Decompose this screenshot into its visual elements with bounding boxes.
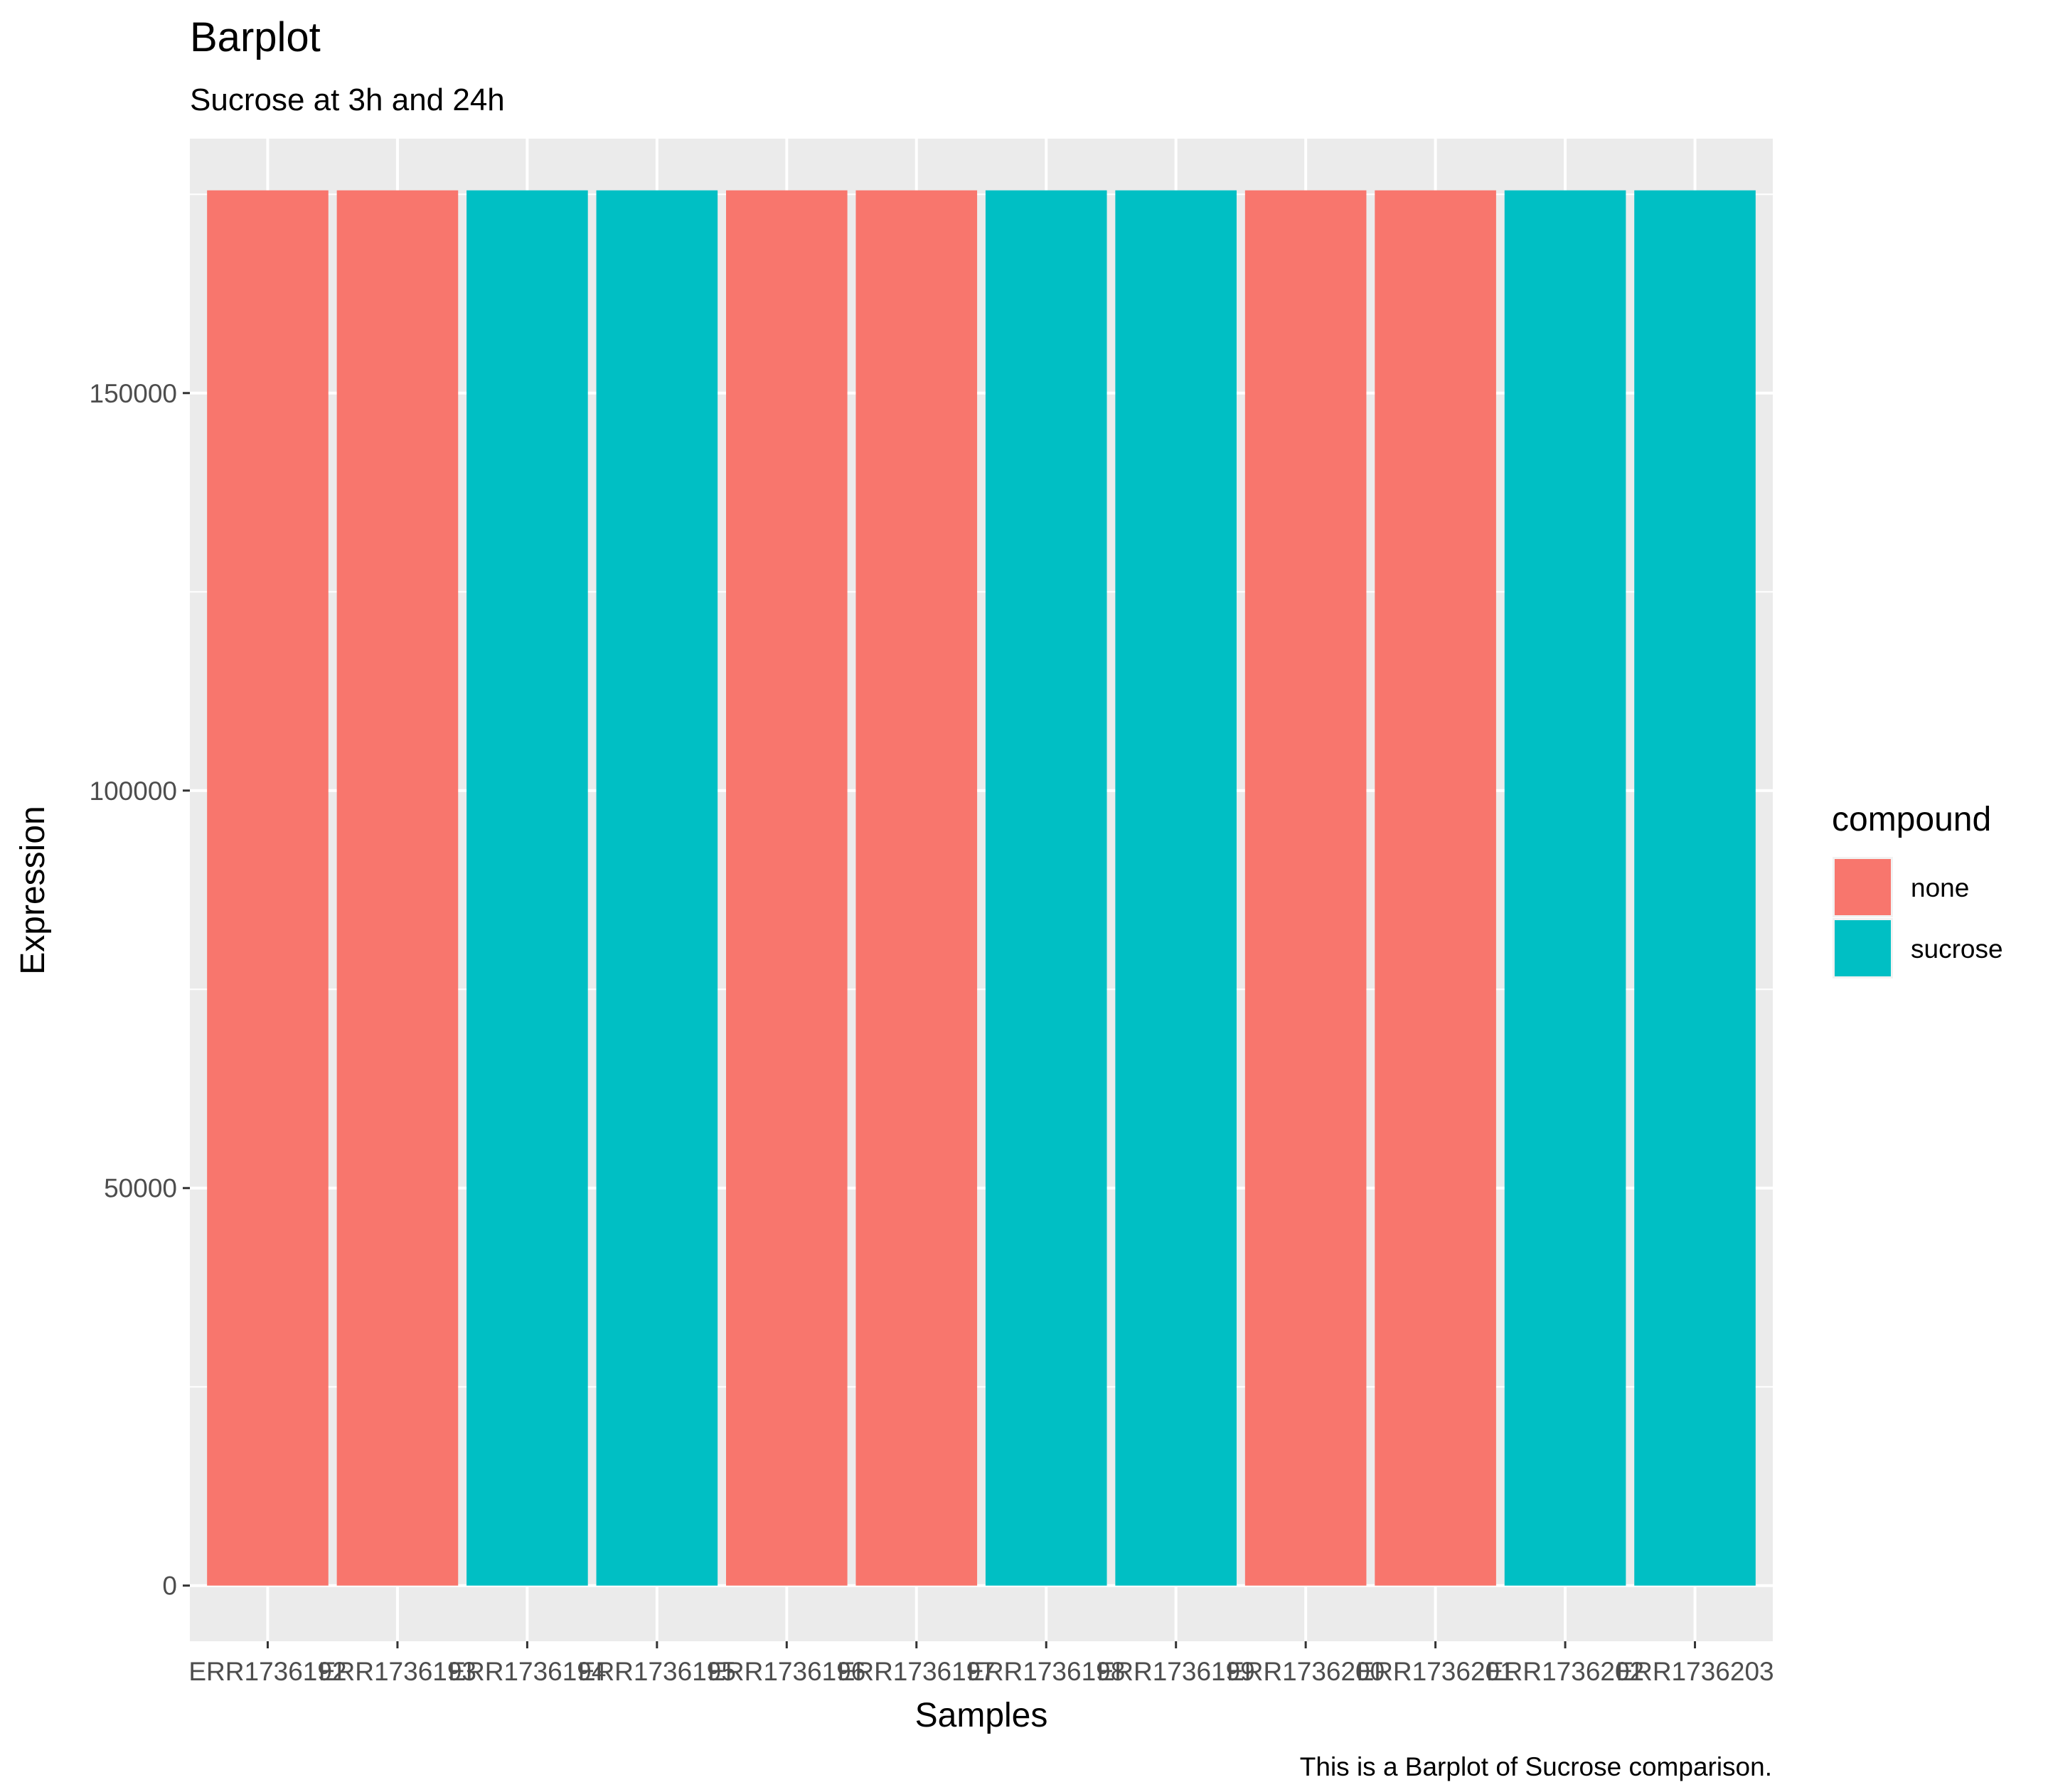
x-tick-label: ERR1736201 <box>1357 1657 1515 1686</box>
legend-title: compound <box>1832 801 1991 838</box>
x-tick-label: ERR1736200 <box>1227 1657 1385 1686</box>
bar <box>1504 190 1626 1586</box>
bar <box>1375 190 1496 1586</box>
bar <box>1634 190 1756 1586</box>
x-tick-label: ERR1736203 <box>1616 1657 1774 1686</box>
x-tick-label: ERR1736192 <box>188 1657 346 1686</box>
chart-subtitle: Sucrose at 3h and 24h <box>190 82 505 117</box>
x-tick-label: ERR1736197 <box>838 1657 996 1686</box>
bars <box>207 190 1756 1586</box>
x-axis-title: Samples <box>915 1697 1048 1734</box>
legend-label-sucrose: sucrose <box>1911 934 2003 964</box>
bar <box>726 190 848 1586</box>
x-tick-label: ERR1736194 <box>448 1657 606 1686</box>
x-tick-label: ERR1736198 <box>967 1657 1125 1686</box>
legend-key-sucrose <box>1835 920 1891 976</box>
x-tick-label: ERR1736196 <box>708 1657 865 1686</box>
y-tick-label: 0 <box>162 1572 177 1601</box>
y-tick-label: 100000 <box>90 777 177 806</box>
bar <box>1244 190 1367 1586</box>
legend-key-none <box>1835 859 1891 915</box>
bar <box>596 190 718 1586</box>
legend-label-none: none <box>1911 873 1969 902</box>
x-axis: ERR1736192ERR1736193ERR1736194ERR1736195… <box>188 1641 1774 1686</box>
legend: compound none sucrose <box>1832 801 2003 978</box>
bar <box>207 190 329 1586</box>
bar <box>985 190 1107 1586</box>
bar <box>855 190 978 1586</box>
y-axis: 0 50000 100000 150000 <box>90 379 190 1601</box>
bar <box>336 190 459 1586</box>
bar <box>466 190 588 1586</box>
y-axis-title: Expression <box>14 806 52 974</box>
chart-title: Barplot <box>190 14 321 60</box>
y-tick-label: 150000 <box>90 379 177 408</box>
bar <box>1115 190 1237 1586</box>
x-tick-label: ERR1736195 <box>578 1657 736 1686</box>
x-tick-label: ERR1736202 <box>1486 1657 1644 1686</box>
y-tick-label: 50000 <box>104 1174 177 1203</box>
chart-caption: This is a Barplot of Sucrose comparison. <box>1300 1752 1772 1781</box>
x-tick-label: ERR1736199 <box>1097 1657 1255 1686</box>
x-tick-label: ERR1736193 <box>319 1657 476 1686</box>
